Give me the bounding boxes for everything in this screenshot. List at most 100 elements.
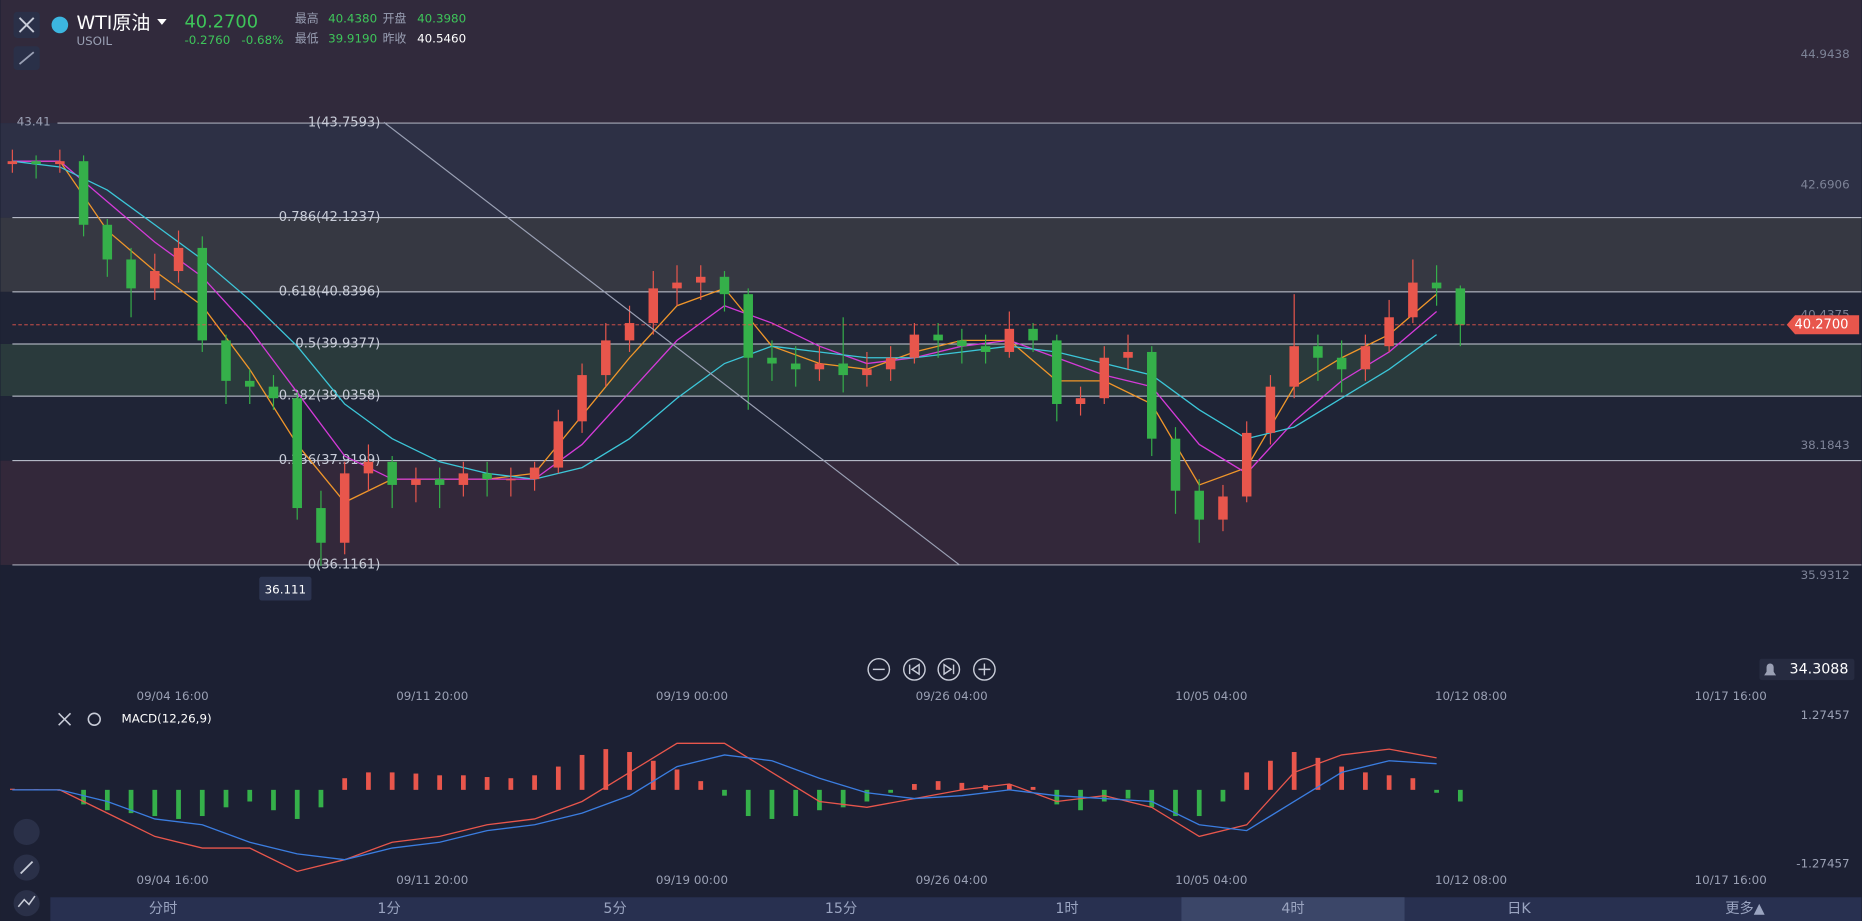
- macd-settings[interactable]: [87, 712, 101, 726]
- macd-tick-label: -1.27457: [1796, 857, 1849, 871]
- fib-band: [0, 460, 1862, 565]
- tab[interactable]: 更多▲: [1725, 900, 1764, 917]
- macd-bar: [745, 789, 751, 817]
- candle-body: [577, 375, 587, 422]
- dropdown-caret[interactable]: [157, 18, 167, 25]
- macd-chart: 1.27457 -1.27457: [10, 708, 1850, 873]
- macd-bar: [1054, 789, 1060, 805]
- macd-bar: [223, 789, 229, 808]
- last-price: 40.2700: [184, 12, 258, 33]
- candle-body: [268, 386, 279, 399]
- macd-bar: [1363, 772, 1368, 790]
- scroll-end[interactable]: [937, 657, 961, 681]
- time-label: 10/17 16:00: [1695, 873, 1767, 887]
- macd-bar: [10, 788, 15, 790]
- macd-bar: [152, 789, 158, 817]
- macd-title: MACD(12,26,9): [122, 712, 212, 726]
- macd-bar: [342, 778, 348, 790]
- last-price-tag: [1786, 315, 1860, 335]
- candle-body: [363, 461, 374, 474]
- macd-bar: [888, 789, 894, 793]
- candle-body: [1431, 282, 1442, 289]
- macd-bar: [271, 789, 276, 811]
- macd-bar: [437, 775, 443, 790]
- fib-band: [0, 217, 1862, 292]
- main-chart: 1(43.7593) 0.786(42.1237) 0.618(40.8396) 0.…: [7, 47, 1862, 887]
- fib-label: 0(36.1161): [308, 557, 380, 572]
- macd-bar: [698, 781, 704, 790]
- macd-bar: [1220, 789, 1226, 802]
- macd-bar: [461, 775, 466, 790]
- candle-body: [1194, 490, 1204, 520]
- candle-body: [696, 276, 706, 283]
- candle-body: [814, 363, 825, 370]
- candle-body: [1099, 357, 1110, 399]
- candle-body: [790, 363, 801, 370]
- tab[interactable]: 1分: [377, 900, 400, 917]
- candle-body: [482, 473, 492, 480]
- scroll-start[interactable]: [902, 657, 926, 681]
- fib-label: 0.618(40.8396): [279, 284, 380, 299]
- candle-body: [624, 323, 635, 341]
- tab[interactable]: 5分: [603, 900, 626, 917]
- macd-bar: [1291, 752, 1297, 790]
- macd-bar: [959, 782, 965, 790]
- macd-bar: [1244, 772, 1250, 790]
- macd-bar: [1434, 789, 1439, 793]
- symbol-name[interactable]: WTI原油: [76, 12, 150, 34]
- macd-bar: [294, 789, 300, 819]
- stat-value: 40.3980: [417, 11, 466, 25]
- macd-bar: [1386, 775, 1392, 790]
- macd-bar: [508, 778, 514, 790]
- candle-body: [1455, 288, 1466, 325]
- candle-body: [173, 247, 184, 272]
- tab[interactable]: 1时: [1055, 900, 1078, 917]
- indicator-tool[interactable]: [13, 818, 40, 846]
- tab[interactable]: 分时: [149, 900, 177, 917]
- macd-close[interactable]: [58, 712, 72, 726]
- candle-body: [1147, 351, 1157, 439]
- zoom-controls: [867, 657, 996, 681]
- price-tick-label: 38.1843: [1801, 438, 1850, 452]
- time-label: 10/17 16:00: [1695, 689, 1767, 703]
- macd-bar: [722, 789, 727, 796]
- stat-label: 开盘: [383, 11, 407, 25]
- macd-line: [12, 742, 1437, 873]
- zoom-in[interactable]: [973, 657, 996, 681]
- tab[interactable]: 日K: [1507, 901, 1531, 917]
- tab[interactable]: 4时: [1281, 900, 1304, 917]
- fib-band: [0, 291, 1862, 345]
- price-tick-label: 35.9312: [1801, 568, 1850, 582]
- time-label: 09/26 04:00: [916, 689, 988, 703]
- last-price-label: 40.2700: [1794, 317, 1848, 332]
- candle-body: [1075, 398, 1086, 404]
- zoom-out[interactable]: [867, 657, 891, 681]
- candle-body: [601, 340, 611, 376]
- candle-body: [292, 398, 302, 509]
- chart-tool[interactable]: [13, 890, 40, 917]
- alert-box[interactable]: [1759, 658, 1855, 681]
- low-marker: 36.111: [265, 582, 307, 596]
- stat-value: 40.5460: [417, 32, 466, 46]
- candle-body: [648, 288, 659, 324]
- candle-body: [743, 294, 753, 358]
- fib-label: 0.236(37.9199): [279, 453, 380, 468]
- fib-band: [0, 123, 1862, 218]
- macd-bar: [1196, 789, 1202, 817]
- price-tick-label: 42.6906: [1801, 177, 1850, 191]
- macd-bar: [769, 789, 775, 819]
- candle-body: [767, 357, 777, 364]
- candle-body: [838, 363, 848, 376]
- tab[interactable]: 15分: [825, 900, 857, 917]
- price-change-pct: -0.68%: [241, 33, 283, 47]
- candle-body: [862, 369, 872, 376]
- symbol-code: USOIL: [76, 34, 112, 48]
- candle-body: [1289, 346, 1299, 387]
- candle-body: [434, 479, 445, 485]
- fib-label: 0.382(39.0358): [279, 389, 380, 404]
- candle-body: [1336, 357, 1347, 370]
- macd-bar: [1457, 789, 1463, 802]
- candle-body: [980, 346, 991, 352]
- candle-body: [529, 467, 540, 480]
- macd-bar: [817, 789, 822, 811]
